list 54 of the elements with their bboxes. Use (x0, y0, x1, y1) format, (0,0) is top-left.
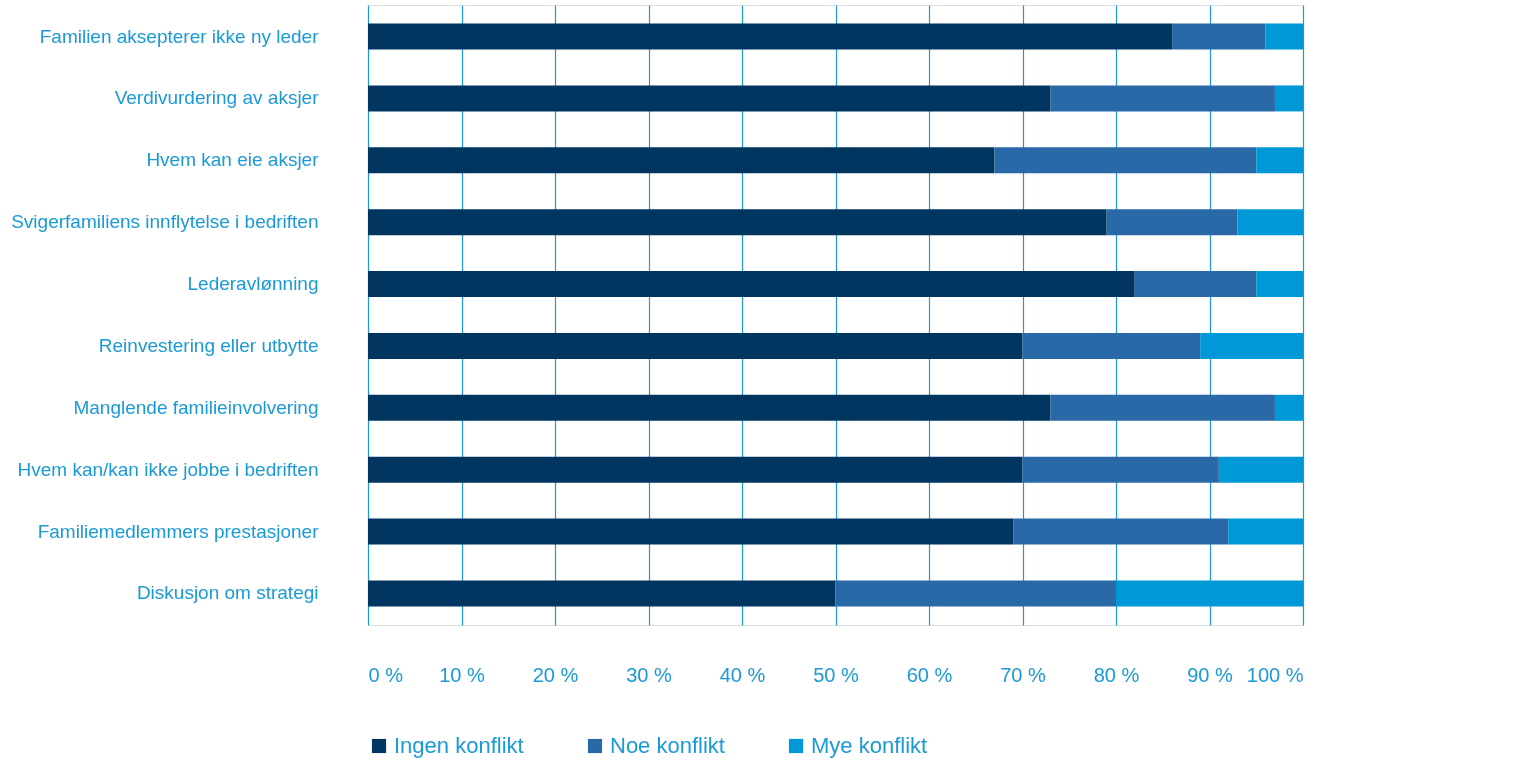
x-tick-label: 50 % (813, 663, 860, 686)
bar (1237, 209, 1303, 236)
bar (1256, 271, 1303, 298)
bar (994, 147, 1257, 174)
bar (1134, 271, 1257, 298)
bar (1050, 394, 1275, 421)
x-tick-label: 10 % (439, 663, 486, 686)
x-tick-label: 0 % (368, 663, 404, 686)
x-tick-label: 60 % (906, 663, 953, 686)
x-tick-label: 80 % (1093, 663, 1140, 686)
y-tick-label: Manglende familieinvolvering (73, 396, 319, 418)
bar (1200, 332, 1303, 359)
bar (368, 147, 995, 174)
y-tick-label: Familiemedlemmers prestasjoner (37, 520, 320, 542)
bar (368, 271, 1135, 298)
y-tick-label: Familien aksepterer ikke ny leder (39, 25, 320, 47)
bar (1022, 332, 1201, 359)
x-tick-label: 90 % (1187, 663, 1234, 686)
bar (368, 456, 1023, 483)
bar (368, 394, 1051, 421)
bar (1106, 209, 1238, 236)
bar (368, 85, 1051, 112)
y-tick-label: Svigerfamiliens innflytelse i bedriften (11, 211, 319, 233)
bar (1228, 518, 1303, 545)
x-tick-label: 30 % (626, 663, 673, 686)
bar (368, 518, 1014, 545)
bar (1116, 580, 1303, 607)
x-tick-label: 70 % (1000, 663, 1047, 686)
x-tick-label: 20 % (532, 663, 579, 686)
legend-label: Ingen konflikt (394, 733, 524, 758)
bar (835, 580, 1116, 607)
bar (1022, 456, 1219, 483)
bar (1265, 23, 1303, 50)
y-tick-label: Reinvestering eller utbytte (98, 334, 319, 356)
bar (368, 332, 1023, 359)
bar (1274, 394, 1303, 421)
x-tick-label: 40 % (719, 663, 766, 686)
y-tick-label: Verdivurdering av aksjer (114, 87, 320, 109)
bar (368, 23, 1173, 50)
x-tick-label: 100 % (1246, 663, 1304, 686)
legend-label: Noe konflikt (610, 733, 725, 758)
y-tick-label: Hvem kan eie aksjer (146, 149, 320, 171)
y-tick-label: Hvem kan/kan ikke jobbe i bedriften (17, 458, 319, 480)
bar (1013, 518, 1229, 545)
bar (368, 209, 1107, 236)
legend-label: Mye konflikt (811, 733, 928, 758)
bar (1172, 23, 1266, 50)
bar (1256, 147, 1303, 174)
bar (1218, 456, 1303, 483)
y-tick-label: Lederavlønning (187, 273, 319, 295)
bar (368, 580, 836, 607)
bar (1050, 85, 1275, 112)
bar (1274, 85, 1303, 112)
y-tick-label: Diskusjon om strategi (136, 582, 319, 604)
